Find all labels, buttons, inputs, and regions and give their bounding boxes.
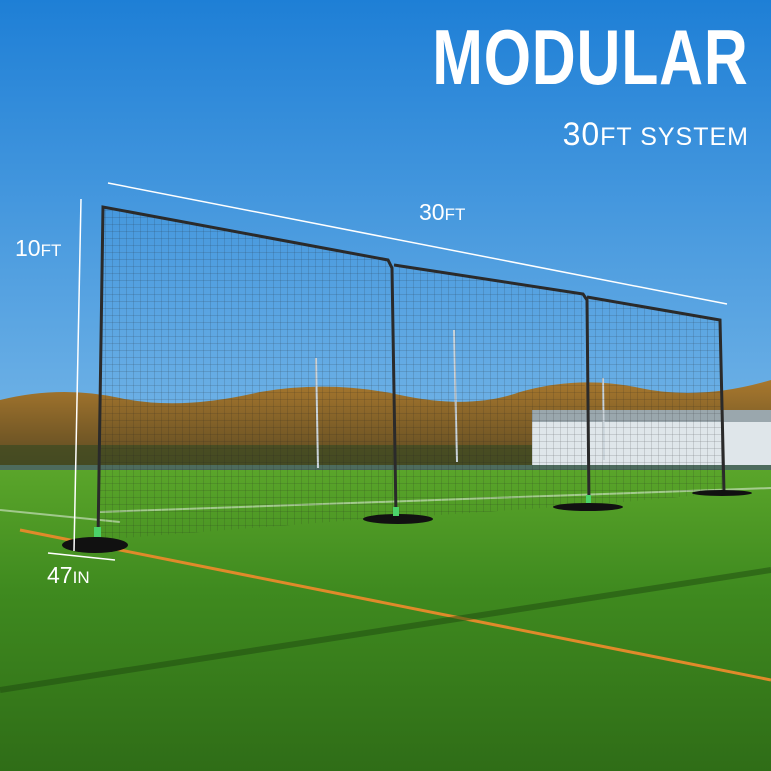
- width-arrow: [107, 182, 728, 305]
- depth-number: 47: [47, 562, 73, 588]
- height-arrow: [73, 198, 82, 552]
- headline-title: MODULAR: [432, 13, 749, 101]
- headline-subtitle: 30FT SYSTEM: [563, 118, 749, 150]
- width-unit: FT: [444, 205, 466, 224]
- shadow: [0, 567, 771, 693]
- width-number: 30: [419, 199, 445, 225]
- height-number: 10: [15, 235, 41, 261]
- depth-label: 47IN: [47, 564, 90, 587]
- width-label: 30FT: [419, 201, 465, 224]
- subtitle-number: 30: [562, 116, 601, 152]
- height-label: 10FT: [15, 237, 61, 260]
- depth-unit: IN: [72, 568, 90, 587]
- orange-line: [19, 528, 771, 682]
- net-system: [62, 205, 752, 553]
- depth-arrow: [47, 552, 116, 561]
- subtitle-rest: FT SYSTEM: [600, 123, 749, 151]
- height-unit: FT: [40, 241, 62, 260]
